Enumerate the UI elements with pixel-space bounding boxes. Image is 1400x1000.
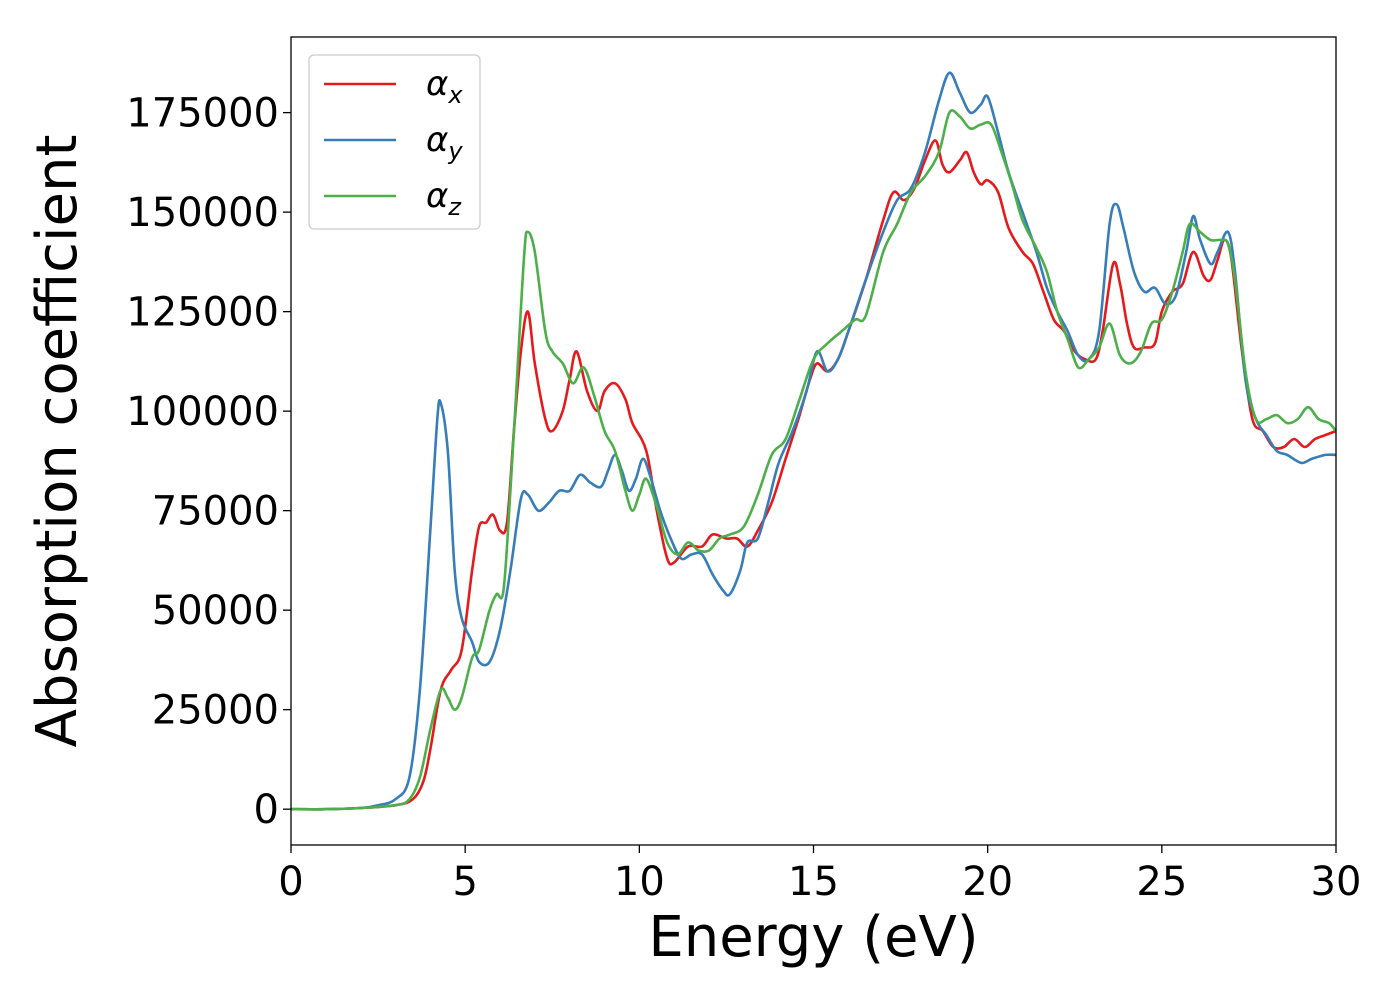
x-axis-label: Energy (eV)	[648, 905, 978, 970]
y-tick-label: 100000	[126, 389, 279, 435]
y-tick-label: 150000	[126, 190, 279, 236]
x-axis-ticks: 0 5 10 15 20 25 30	[278, 845, 1361, 905]
series-line-alpha-y	[290, 71, 1337, 811]
x-tick-label: 15	[788, 859, 839, 905]
y-tick-label: 0	[254, 787, 279, 833]
x-tick-label: 30	[1311, 859, 1362, 905]
x-tick-label: 25	[1136, 859, 1187, 905]
x-tick-label: 20	[962, 859, 1013, 905]
x-tick-label: 5	[452, 859, 477, 905]
legend: αx αy αz	[308, 54, 481, 230]
series-line-alpha-z	[290, 109, 1337, 811]
legend-label-alpha-x: αx	[426, 64, 463, 109]
legend-label-alpha-y: αy	[426, 120, 463, 165]
y-tick-label: 25000	[152, 688, 279, 734]
y-tick-label: 175000	[126, 91, 279, 137]
legend-box	[308, 54, 481, 230]
y-tick-label: 125000	[126, 290, 279, 336]
y-axis-ticks: 0 25000 50000 75000 100000 125000 150000 175000	[126, 91, 291, 833]
y-tick-label: 75000	[152, 489, 279, 535]
x-tick-label: 10	[614, 859, 665, 905]
x-tick-label: 0	[278, 859, 303, 905]
y-axis-label: Absorption coefficient	[25, 135, 90, 748]
series-layer	[290, 71, 1337, 811]
legend-label-alpha-z: αz	[426, 176, 462, 221]
y-tick-label: 50000	[152, 588, 279, 634]
